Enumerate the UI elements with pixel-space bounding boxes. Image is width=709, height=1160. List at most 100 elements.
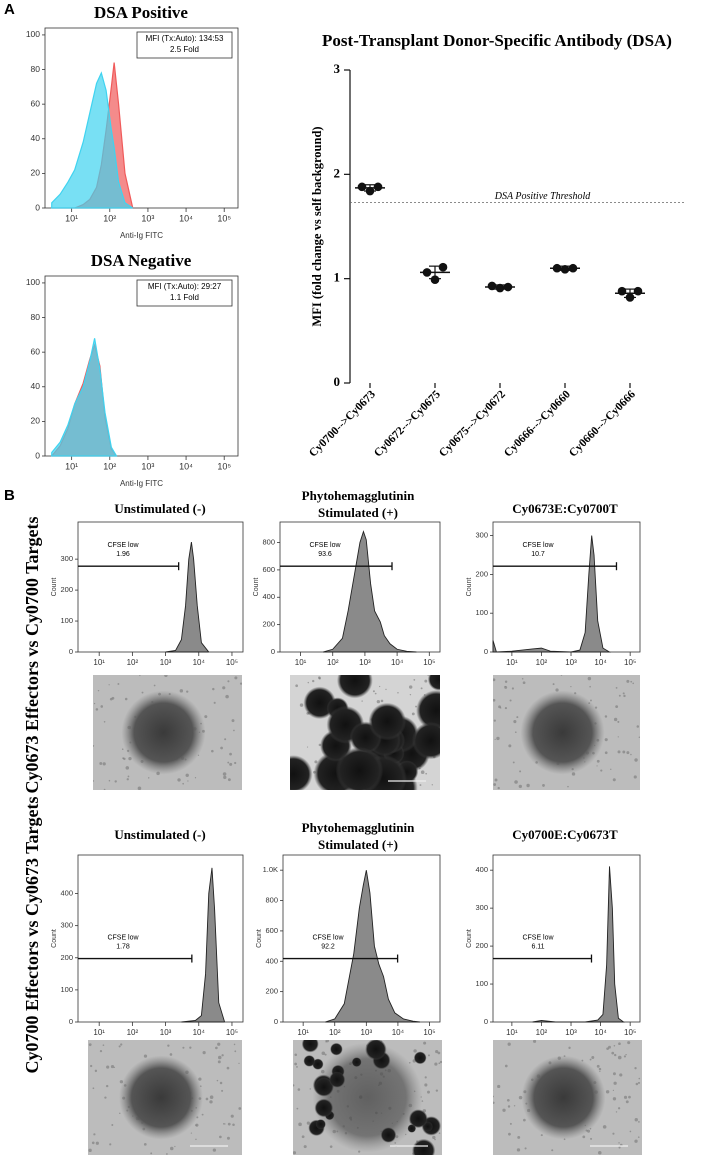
speckle xyxy=(623,1055,627,1058)
speckle xyxy=(217,1042,221,1046)
speckle xyxy=(216,1079,219,1082)
speckle xyxy=(94,1069,98,1073)
x-tick-label: 10⁵ xyxy=(217,213,231,223)
speckle xyxy=(295,684,299,688)
speckle xyxy=(493,678,496,682)
speckle xyxy=(551,1149,554,1152)
chart-title: Post-Transplant Donor-Specific Antibody … xyxy=(322,31,672,50)
speckle xyxy=(233,729,235,732)
threshold-label: DSA Positive Threshold xyxy=(494,191,592,202)
speckle xyxy=(174,1145,176,1148)
speckle xyxy=(329,1145,333,1148)
y-tick-label: 2 xyxy=(334,165,341,180)
speckle xyxy=(89,1064,93,1068)
x-tick-label: 10⁵ xyxy=(423,658,435,667)
speckle xyxy=(179,689,184,693)
speckle xyxy=(625,1053,627,1056)
speckle xyxy=(504,680,508,683)
speckle xyxy=(238,1062,240,1064)
speckle xyxy=(615,1111,618,1113)
cell-cluster xyxy=(335,747,384,790)
speckle xyxy=(602,1125,607,1129)
x-axis-label: Anti-Ig FITC xyxy=(120,479,163,488)
speckle xyxy=(638,1077,641,1080)
speckle xyxy=(628,1095,631,1099)
speckle xyxy=(226,1136,230,1140)
annotation: MFI (Tx:Auto): 134:53 xyxy=(146,34,224,43)
x-axis-label: Anti-Ig FITC xyxy=(120,231,163,240)
plot-frame xyxy=(44,275,239,457)
speckle xyxy=(504,685,506,688)
x-tick-label: Cy0700-->Cy0673 xyxy=(307,388,378,459)
speckle xyxy=(185,773,189,778)
speckle xyxy=(299,703,304,707)
plot-frame xyxy=(492,521,641,653)
speckle xyxy=(222,686,226,690)
speckle xyxy=(195,1138,197,1141)
speckle xyxy=(125,766,130,770)
spheroid xyxy=(121,690,206,775)
speckle xyxy=(99,762,103,765)
panel-label: A xyxy=(4,1,15,18)
speckle xyxy=(217,1055,222,1060)
x-tick-label: 10¹ xyxy=(93,658,105,667)
speckle xyxy=(124,697,128,701)
speckle xyxy=(217,1060,221,1064)
y-tick-label: 600 xyxy=(265,926,278,935)
speckle xyxy=(211,749,214,753)
speckle xyxy=(294,1053,298,1056)
speckle xyxy=(606,1047,609,1050)
speckle xyxy=(617,750,621,754)
speckle xyxy=(106,1065,110,1069)
speckle xyxy=(190,1132,193,1134)
x-tick-label: 10² xyxy=(536,1028,548,1037)
speckle xyxy=(555,688,559,692)
speckle xyxy=(194,777,197,779)
speckle xyxy=(567,785,569,788)
speckle xyxy=(634,1139,638,1143)
speckle xyxy=(502,1108,506,1112)
plot-frame xyxy=(77,521,244,653)
speckle xyxy=(513,720,517,724)
speckle xyxy=(118,1045,121,1048)
speckle xyxy=(231,719,235,723)
x-tick-label: 10¹ xyxy=(295,658,307,667)
speckle xyxy=(99,1049,103,1053)
speckle xyxy=(232,1123,235,1126)
gate-label: CFSE low xyxy=(107,542,139,549)
plot-frame xyxy=(492,854,641,1023)
speckle xyxy=(380,699,384,703)
x-tick-label: 10⁵ xyxy=(624,1028,636,1037)
speckle xyxy=(504,1064,508,1068)
x-tick-label: 10⁴ xyxy=(594,1028,607,1037)
chart-title: Phytohemagglutinin xyxy=(302,488,415,503)
speckle xyxy=(618,1042,621,1046)
speckle xyxy=(587,676,592,681)
cell-cluster xyxy=(408,1109,428,1129)
data-point xyxy=(552,263,562,273)
speckle xyxy=(143,1054,148,1058)
speckle xyxy=(612,1097,617,1101)
speckle xyxy=(220,746,223,750)
speckle xyxy=(238,1107,242,1110)
speckle xyxy=(533,1040,537,1043)
y-tick-label: 0 xyxy=(69,1017,73,1026)
speckle xyxy=(604,738,608,742)
x-tick-label: 10² xyxy=(327,658,339,667)
y-tick-label: 200 xyxy=(60,953,73,962)
cell-cluster xyxy=(314,1098,334,1118)
y-tick-label: 60 xyxy=(31,346,41,356)
speckle xyxy=(431,784,433,786)
data-point xyxy=(503,282,513,292)
speckle xyxy=(497,1084,501,1089)
speckle xyxy=(114,780,117,783)
y-axis-label: Count xyxy=(51,929,58,948)
chart-title: Phytohemagglutinin xyxy=(302,820,415,835)
y-tick-label: 40 xyxy=(31,133,41,143)
x-tick-label: 10³ xyxy=(565,658,577,667)
speckle xyxy=(374,692,377,695)
speckle xyxy=(100,705,104,708)
speckle xyxy=(309,1088,311,1090)
speckle xyxy=(596,759,600,763)
gate-value: 1.78 xyxy=(116,943,130,950)
